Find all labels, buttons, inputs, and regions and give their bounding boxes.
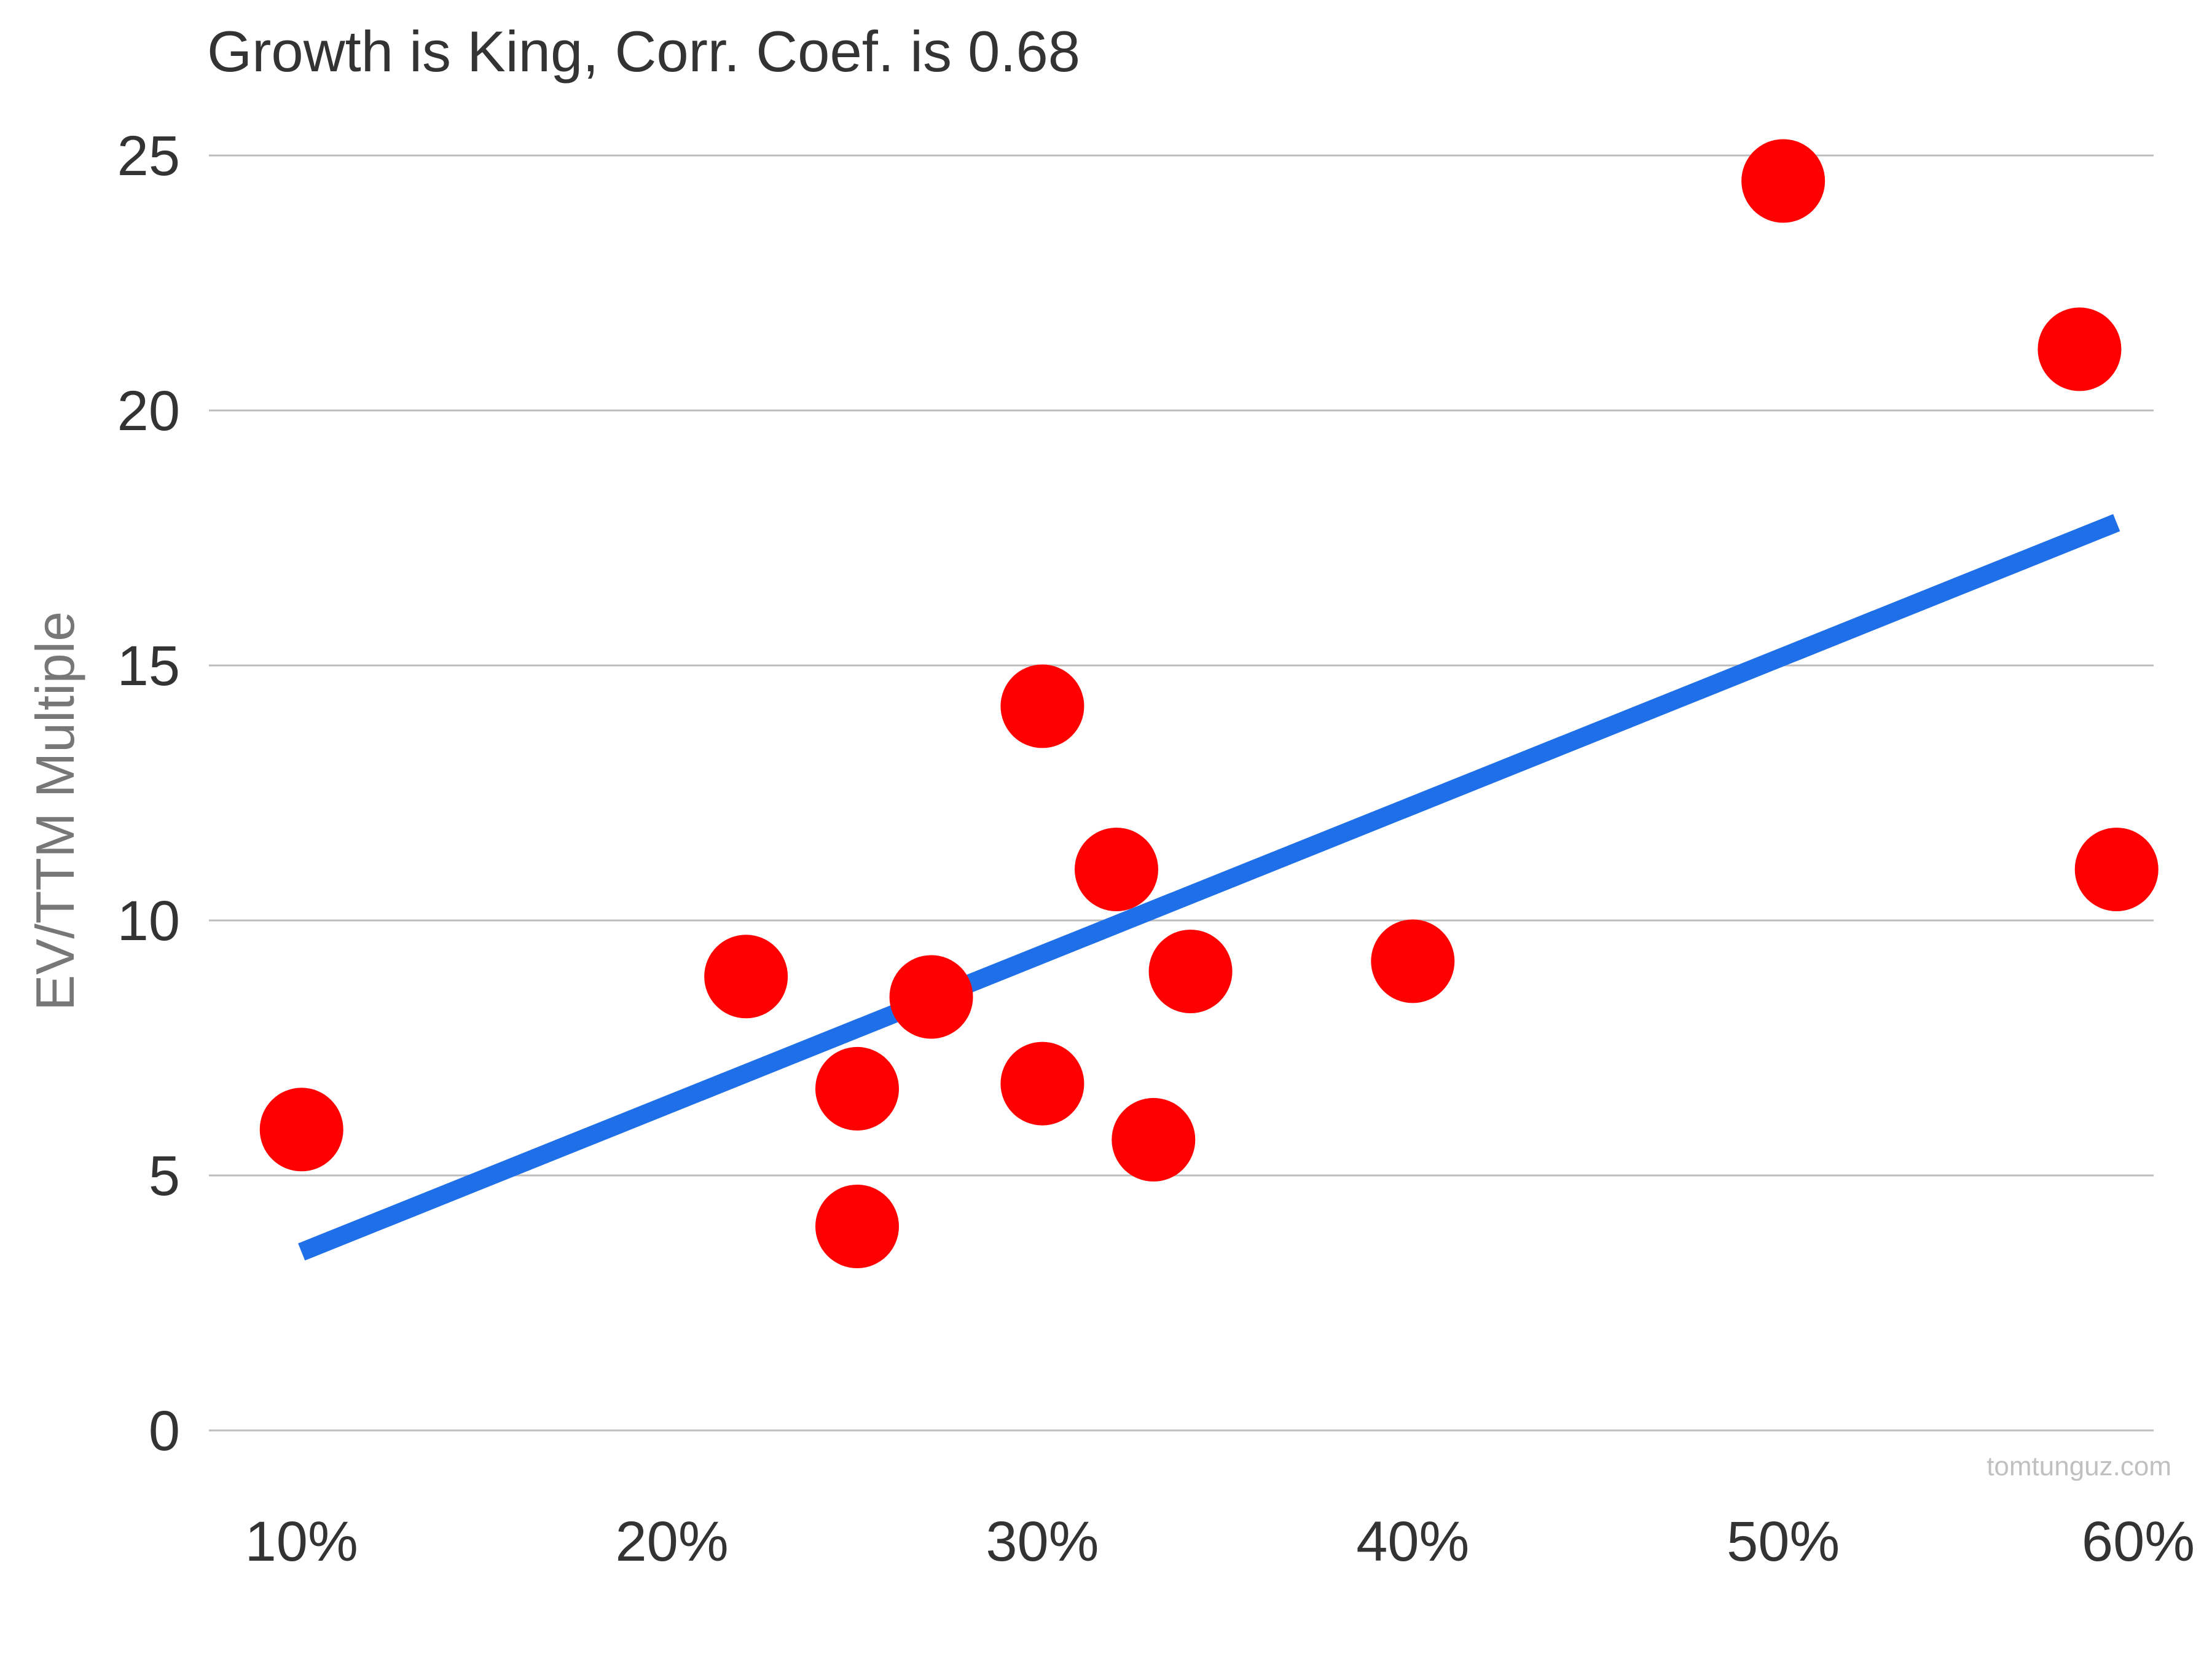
- data-point: [1148, 930, 1233, 1013]
- trendline-layer: [298, 514, 2120, 1261]
- data-point: [2074, 828, 2159, 911]
- data-point: [815, 1046, 899, 1131]
- watermark: tomtunguz.com: [1986, 1451, 2171, 1481]
- grid-lines: [209, 154, 2154, 1432]
- data-point: [259, 1088, 343, 1172]
- data-point: [1112, 1097, 1196, 1182]
- x-tick-label: 20%: [616, 1510, 729, 1573]
- data-point: [1371, 919, 1455, 1003]
- data-point: [2037, 307, 2122, 391]
- chart-title: Growth is King, Corr. Coef. is 0.68: [207, 19, 1081, 84]
- x-tick-label: 50%: [1727, 1510, 1840, 1573]
- x-tick-label: 10%: [245, 1510, 358, 1573]
- data-point: [889, 955, 973, 1039]
- y-tick-label: 5: [149, 1145, 180, 1207]
- x-tick-label: 40%: [1356, 1510, 1469, 1573]
- data-points-layer: [259, 139, 2159, 1268]
- x-tick-label: 60%: [2082, 1510, 2195, 1573]
- y-tick-label: 25: [117, 125, 180, 187]
- x-tick-label: 30%: [986, 1510, 1099, 1573]
- trendline: [298, 514, 2120, 1261]
- data-point: [704, 935, 788, 1019]
- data-point: [1075, 828, 1158, 911]
- y-tick-label: 10: [117, 890, 180, 952]
- x-tick-labels: 10% 20% 30% 40% 50% 60%: [245, 1510, 2195, 1573]
- y-tick-label: 20: [117, 380, 180, 442]
- y-tick-label: 15: [117, 635, 180, 697]
- data-point: [1741, 139, 1826, 223]
- data-point: [815, 1185, 899, 1268]
- y-tick-labels: 0 5 10 15 20 25: [117, 125, 180, 1462]
- y-tick-label: 0: [149, 1400, 180, 1462]
- data-point: [1000, 1041, 1084, 1126]
- data-point: [1000, 664, 1084, 748]
